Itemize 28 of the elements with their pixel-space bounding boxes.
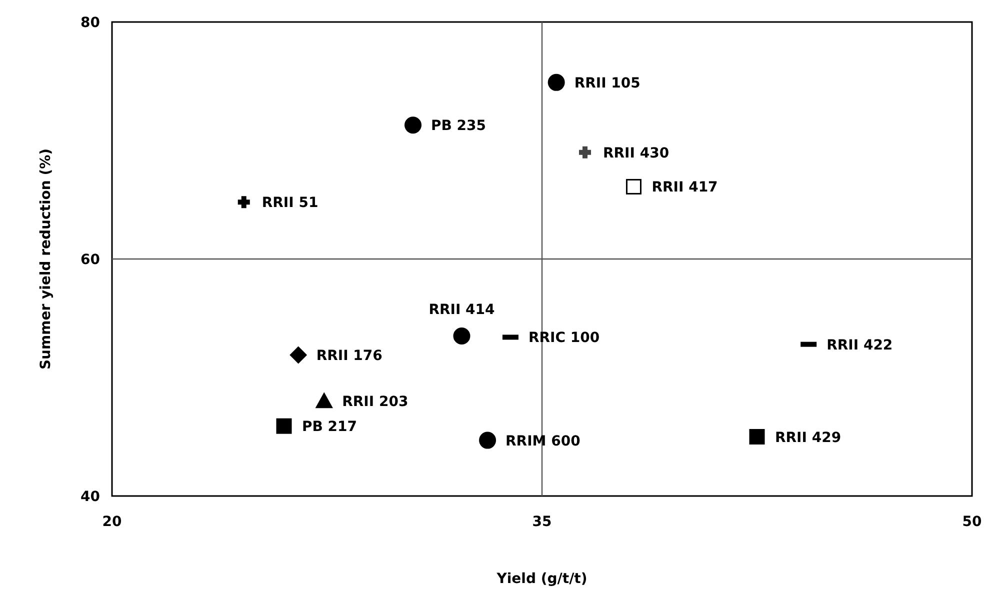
- series-label: RRII 429: [775, 430, 842, 446]
- series-label: RRII 203: [342, 394, 408, 410]
- point: [404, 116, 422, 134]
- series-label: PB 217: [302, 419, 358, 436]
- y-tick-label: 80: [80, 15, 100, 31]
- y-tick-label: 40: [80, 489, 100, 505]
- point: [548, 74, 565, 91]
- series-label: RRII 51: [262, 195, 318, 212]
- x-axis-title: Yield (g/t/t): [496, 571, 588, 587]
- x-tick-label: 35: [532, 514, 552, 530]
- series-label: RRII 422: [826, 337, 893, 354]
- point: [453, 328, 470, 345]
- series-label: RRII 176: [316, 348, 382, 364]
- series-label: PB 235: [431, 118, 486, 134]
- point: [479, 432, 496, 449]
- point: [276, 418, 292, 434]
- point: [290, 346, 307, 364]
- series-label: RRII 105: [574, 75, 640, 92]
- point: [749, 429, 765, 444]
- point: [316, 392, 333, 408]
- series-label: RRII 414: [428, 302, 496, 318]
- x-tick-label: 20: [102, 514, 122, 530]
- x-tick-label: 50: [962, 514, 982, 530]
- series-label: RRII 417: [652, 180, 718, 196]
- y-axis-title: Summer yield reduction (%): [38, 148, 54, 370]
- point: [626, 178, 642, 194]
- y-tick-label: 60: [80, 252, 100, 268]
- series-label: RRII 430: [603, 145, 670, 162]
